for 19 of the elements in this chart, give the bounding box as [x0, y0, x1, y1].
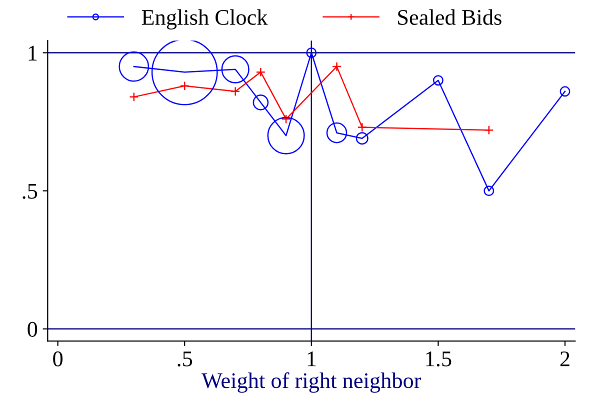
y-tick-label: 1 — [28, 46, 37, 60]
x-tick-label: 1.5 — [426, 352, 452, 366]
y-tick-label: 0 — [28, 322, 38, 337]
point — [230, 86, 240, 96]
legend-label: Sealed Bids — [398, 9, 502, 25]
legend-label: English Clock — [142, 9, 268, 30]
y-tick-label: .5 — [22, 184, 38, 199]
x-axis-title: Weight of right neighbor — [202, 372, 422, 393]
point — [129, 92, 139, 102]
point — [281, 114, 291, 124]
point — [484, 125, 494, 135]
point — [256, 67, 266, 77]
x-tick-label: 0 — [53, 351, 63, 366]
point — [332, 62, 342, 72]
x-tick-label: 1 — [308, 352, 316, 366]
x-tick-label: 2 — [560, 351, 570, 366]
point — [180, 81, 190, 91]
point — [357, 122, 367, 132]
x-tick-label: .5 — [178, 352, 192, 366]
